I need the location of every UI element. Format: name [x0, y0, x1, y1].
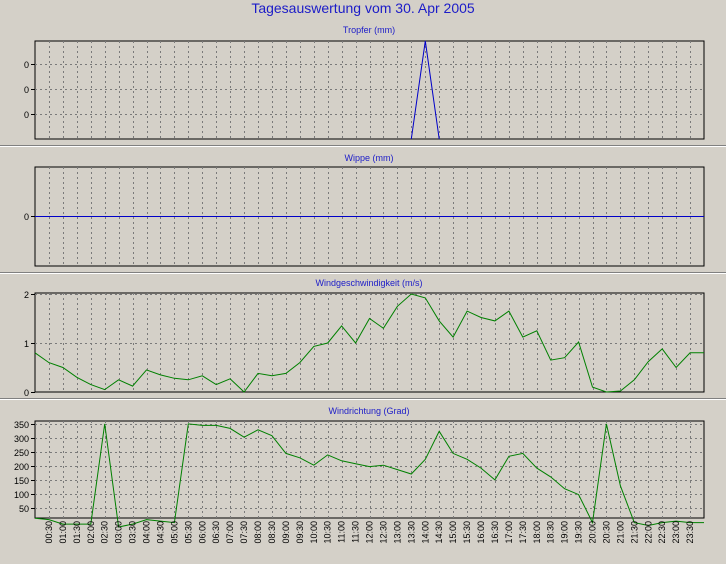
- x-tick-label: 09:00: [281, 521, 291, 544]
- y-tick-label: 350: [14, 420, 29, 430]
- x-tick-label: 13:30: [406, 521, 416, 544]
- chart-panel-windrichtung: Windrichtung (Grad) 350 300 250 200 150 100 50 0…: [14, 406, 705, 544]
- chart-panel-wippe: Wippe (mm) 0: [0, 153, 726, 274]
- y-tick-label: 0: [24, 60, 29, 70]
- x-tick-label: 06:00: [197, 521, 207, 544]
- x-tick-label: 04:30: [155, 521, 165, 544]
- y-tick-label: 1: [24, 339, 29, 349]
- y-tick-label: 0: [24, 212, 29, 222]
- x-tick-label: 11:00: [337, 521, 347, 543]
- x-tick-label: 09:30: [295, 521, 305, 544]
- x-tick-label: 23:30: [685, 521, 695, 544]
- x-tick-label: 16:30: [490, 521, 500, 544]
- x-tick-label: 01:30: [72, 521, 82, 544]
- x-tick-label: 15:00: [448, 521, 458, 544]
- x-tick-label: 15:30: [462, 521, 472, 544]
- panel-title: Tropfer (mm): [343, 25, 395, 35]
- x-tick-label: 08:30: [267, 521, 277, 544]
- x-tick-label: 00:30: [44, 521, 54, 544]
- x-tick-label: 14:00: [420, 521, 430, 544]
- x-tick-label: 17:30: [518, 521, 528, 544]
- x-tick-label: 22:00: [643, 521, 653, 544]
- panel-title: Windgeschwindigkeit (m/s): [315, 278, 422, 288]
- x-tick-label: 02:30: [100, 521, 110, 544]
- x-tick-label: 03:00: [114, 521, 124, 544]
- y-tick-label: 300: [14, 434, 29, 444]
- x-tick-label: 05:30: [183, 521, 193, 544]
- x-tick-label: 06:30: [211, 521, 221, 544]
- y-tick-label: 0: [24, 388, 29, 398]
- x-tick-label: 17:00: [504, 521, 514, 544]
- plot-frame: [34, 292, 705, 393]
- y-tick-label: 0: [24, 85, 29, 95]
- x-tick-label: 19:00: [560, 521, 570, 544]
- x-tick-label: 22:30: [657, 521, 667, 544]
- x-tick-label: 18:30: [546, 521, 556, 544]
- x-tick-label: 11:30: [351, 521, 361, 543]
- series-line: [34, 293, 704, 393]
- x-tick-label: 07:00: [225, 521, 235, 544]
- y-tick-label: 250: [14, 448, 29, 458]
- y-tick-label: 100: [14, 490, 29, 500]
- x-tick-label: 04:00: [142, 521, 152, 544]
- x-tick-label: 08:00: [253, 521, 263, 544]
- page-title: Tagesauswertung vom 30. Apr 2005: [251, 0, 475, 16]
- x-tick-label: 01:00: [58, 521, 68, 544]
- x-tick-label: 18:00: [532, 521, 542, 544]
- x-tick-label: 07:30: [239, 521, 249, 544]
- x-tick-label: 16:00: [476, 521, 486, 544]
- x-tick-label: 14:30: [434, 521, 444, 544]
- x-tick-label: 05:00: [169, 521, 179, 544]
- y-tick-label: 50: [19, 504, 29, 514]
- x-tick-label: 13:00: [392, 521, 402, 544]
- x-tick-label: 23:00: [671, 521, 681, 544]
- y-tick-label: 200: [14, 462, 29, 472]
- x-tick-label: 12:30: [378, 521, 388, 544]
- panel-title: Wippe (mm): [345, 153, 394, 163]
- x-tick-label: 19:30: [574, 521, 584, 544]
- x-tick-label: 10:30: [323, 521, 333, 544]
- series-line: [410, 40, 440, 140]
- x-tick-label: 20:00: [588, 521, 598, 544]
- y-tick-label: 0: [24, 110, 29, 120]
- x-tick-label: 21:00: [615, 521, 625, 544]
- x-tick-label: 21:30: [629, 521, 639, 544]
- panel-title: Windrichtung (Grad): [328, 406, 409, 416]
- series-line: [34, 423, 704, 528]
- y-tick-label: 2: [24, 290, 29, 300]
- x-tick-label: 20:30: [601, 521, 611, 544]
- x-tick-label: 12:00: [365, 521, 375, 544]
- chart-panel-windgeschwindigkeit: Windgeschwindigkeit (m/s) 2 1 0: [0, 278, 726, 400]
- y-tick-label: 150: [14, 476, 29, 486]
- x-tick-label: 03:30: [128, 521, 138, 544]
- x-tick-label: 10:00: [309, 521, 319, 544]
- chart-panel-tropfer: Tropfer (mm) 0 0 0: [0, 25, 726, 147]
- x-tick-label: 02:00: [86, 521, 96, 544]
- plot-frame: [34, 420, 705, 519]
